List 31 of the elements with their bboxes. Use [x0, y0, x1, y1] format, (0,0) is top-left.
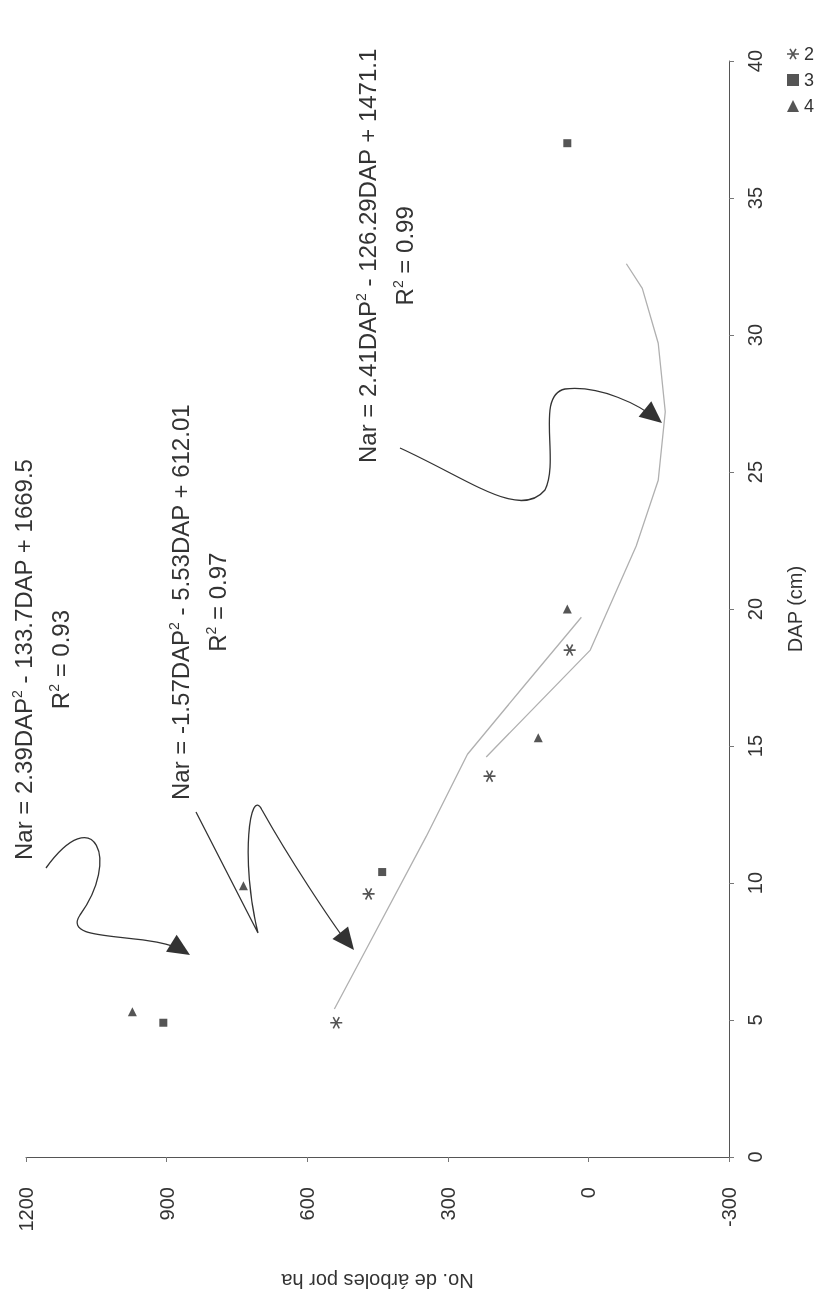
line-series: [485, 263, 666, 758]
point: [362, 887, 375, 900]
y-tick-label: 10: [744, 871, 766, 895]
y-tick-label: 20: [744, 597, 766, 621]
point: [378, 868, 387, 877]
point: [562, 604, 572, 614]
legend-label: 4: [803, 96, 814, 116]
point: [159, 1018, 168, 1027]
x-tick-label: 1200: [15, 1187, 37, 1232]
y-tick-label: 0: [744, 1151, 766, 1163]
point: [483, 770, 496, 783]
legend-label: 3: [803, 70, 814, 90]
y-tick-label: 5: [744, 1014, 766, 1026]
x-tick-label: 0: [577, 1187, 600, 1199]
y-tick-label: 15: [744, 734, 766, 758]
y-tick-label: 35: [744, 186, 766, 210]
point: [563, 644, 576, 657]
x-tick-label: 600: [296, 1187, 319, 1221]
point: [563, 139, 572, 148]
point: [330, 1016, 343, 1029]
y-tick-label: 30: [744, 323, 766, 347]
line-series: [333, 616, 583, 1010]
legend-label: 2: [803, 44, 814, 64]
y-axis-title: DAP (cm): [784, 565, 806, 653]
x-axis-title: No. de árboles por ha: [280, 1270, 474, 1292]
y-tick-label: 25: [744, 460, 766, 484]
point: [238, 881, 248, 891]
x-tick-label: 300: [436, 1187, 459, 1221]
y-tick-label: 40: [744, 49, 766, 73]
x-tick-label: 900: [155, 1187, 178, 1221]
x-tick-label: -300: [718, 1187, 740, 1228]
